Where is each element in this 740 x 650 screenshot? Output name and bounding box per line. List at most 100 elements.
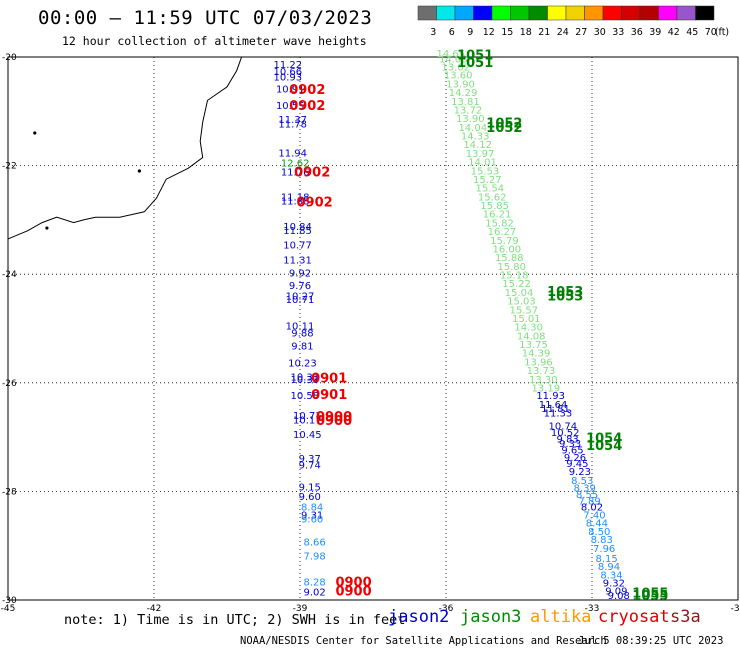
wave-height-label: 9.02: [303, 588, 325, 599]
colorbar-tick-label: 42: [668, 27, 680, 38]
wave-height-label: 9.76: [289, 281, 311, 292]
colorbar-tick-label: 18: [520, 27, 532, 38]
colorbar-swatch: [528, 5, 548, 21]
wave-height-label: 13.97: [466, 149, 495, 160]
colorbar-swatch: [565, 5, 585, 21]
colorbar-swatch: [676, 5, 696, 21]
wave-height-label: 10.17: [293, 416, 322, 427]
wave-height-label: 9.15: [299, 482, 321, 493]
time-tag-label: 1054: [586, 432, 622, 447]
wave-height-label: 10.11: [286, 322, 315, 333]
wave-height-label: 11.81: [541, 404, 570, 415]
wave-height-label: 13.72: [454, 105, 483, 116]
wave-height-label: 13.30: [529, 375, 558, 386]
satellite-legend-s3a: s3a: [670, 607, 701, 627]
colorbar-tick-label: 36: [631, 27, 643, 38]
latitude-tick-label: -24: [2, 270, 17, 280]
wave-height-label: 9.26: [564, 453, 586, 464]
island-marker: [137, 169, 141, 173]
wave-height-label: 13.96: [524, 357, 553, 368]
island-marker: [45, 226, 49, 230]
wave-height-label: 16.00: [493, 244, 522, 255]
wave-height-label: 15.79: [490, 236, 519, 247]
wave-height-label: 10.84: [283, 222, 312, 233]
wave-height-label: 9.31: [301, 511, 323, 522]
wave-height-label: 9.32: [603, 578, 625, 589]
wave-height-label: 15.27: [473, 175, 502, 186]
wave-height-label: 9.60: [299, 492, 321, 503]
wave-height-label: 14.08: [517, 331, 546, 342]
latitude-tick-label: -20: [2, 53, 17, 63]
wave-height-label: 14.12: [463, 140, 492, 151]
wave-height-label: 14.39: [522, 349, 551, 360]
island-marker: [33, 131, 37, 135]
wave-height-label: 11.37: [278, 115, 307, 126]
wave-height-label: 8.53: [571, 476, 593, 487]
wave-height-label: 13.90: [446, 79, 475, 90]
wave-height-label: 11.94: [278, 148, 307, 159]
colorbar-swatch: [639, 5, 659, 21]
page-subtitle: 12 hour collection of altimeter wave hei…: [62, 34, 367, 48]
time-tag-label: 1055: [632, 586, 668, 601]
wave-height-label: 8.02: [581, 502, 603, 513]
colorbar-swatch: [510, 5, 530, 21]
wave-height-label: 9.81: [291, 342, 313, 353]
wave-height-label: 15.85: [480, 201, 509, 212]
colorbar-tick-label: 39: [649, 27, 661, 38]
wave-height-label: 11.18: [281, 192, 310, 203]
wave-height-label: 15.88: [495, 253, 524, 264]
wave-height-label: 10.91: [276, 84, 305, 95]
wave-height-label: 10.23: [288, 359, 317, 370]
wave-height-label: 11.85: [283, 226, 312, 237]
time-tag-label: 0900: [335, 585, 371, 600]
time-tag-label: 1052: [486, 121, 522, 136]
satellite-legend-altika: altika: [530, 607, 592, 627]
time-tag-label: 1051: [457, 49, 493, 64]
colorbar-tick-label: 27: [575, 27, 587, 38]
wave-height-label: 9.45: [566, 459, 588, 470]
wave-height-label: 7.98: [303, 551, 325, 562]
wave-height-label: 15.53: [471, 166, 500, 177]
wave-height-label: 15.82: [485, 218, 514, 229]
credit-text: NOAA/NESDIS Center for Satellite Applica…: [240, 635, 607, 647]
wave-height-label: 10.27: [286, 292, 315, 303]
wave-height-label: 15.57: [510, 305, 539, 316]
wave-height-label: 9.09: [605, 587, 627, 598]
time-tag-label: 0902: [294, 165, 330, 180]
colorbar-swatch: [547, 5, 567, 21]
latitude-tick-label: -30: [2, 596, 17, 606]
wave-height-label: 13.81: [451, 97, 480, 108]
wave-height-label: 13.73: [527, 366, 556, 377]
wave-height-label: 7.96: [593, 544, 615, 555]
satellite-legend-cryosat: cryosat: [598, 607, 670, 627]
wave-height-label: 14.01: [468, 158, 497, 169]
wave-height-label: 8.34: [600, 570, 622, 581]
wave-height-label: 10.58: [291, 391, 320, 402]
colorbar-swatch: [417, 5, 437, 21]
time-tag-label: 0900: [316, 414, 352, 429]
wave-height-label: 15.54: [475, 184, 504, 195]
wave-height-label: 11.64: [539, 400, 568, 411]
wave-height-label: 9.33: [559, 439, 581, 450]
time-tag-label: 1053: [547, 285, 583, 300]
colorbar-swatch: [695, 5, 715, 21]
colorbar-unit-label: (ft): [715, 27, 729, 38]
satellite-legend-jason3: jason3: [460, 607, 522, 627]
wave-height-label: 11.78: [278, 120, 307, 131]
wave-height-label: 15.62: [478, 192, 507, 203]
colorbar-swatch: [584, 5, 604, 21]
wave-height-label: 15.22: [502, 279, 531, 290]
wave-height-label: 10.77: [283, 241, 312, 252]
colorbar-tick-label: 24: [557, 27, 569, 38]
wave-height-label: 10.71: [286, 295, 315, 306]
wave-height-label: 10.71: [293, 411, 322, 422]
wave-height-label: 14.08: [439, 54, 468, 65]
colorbar-swatch: [454, 5, 474, 21]
wave-height-label: 8.66: [303, 538, 325, 549]
wave-height-label: 9.83: [557, 435, 579, 446]
wave-height-label: 14.29: [449, 88, 478, 99]
wave-height-label: 10.74: [548, 421, 577, 432]
color-scale-legend: 3 6 9 12 15 18 21 24 27 30 33 36 39 42 45 70(ft): [417, 5, 729, 38]
